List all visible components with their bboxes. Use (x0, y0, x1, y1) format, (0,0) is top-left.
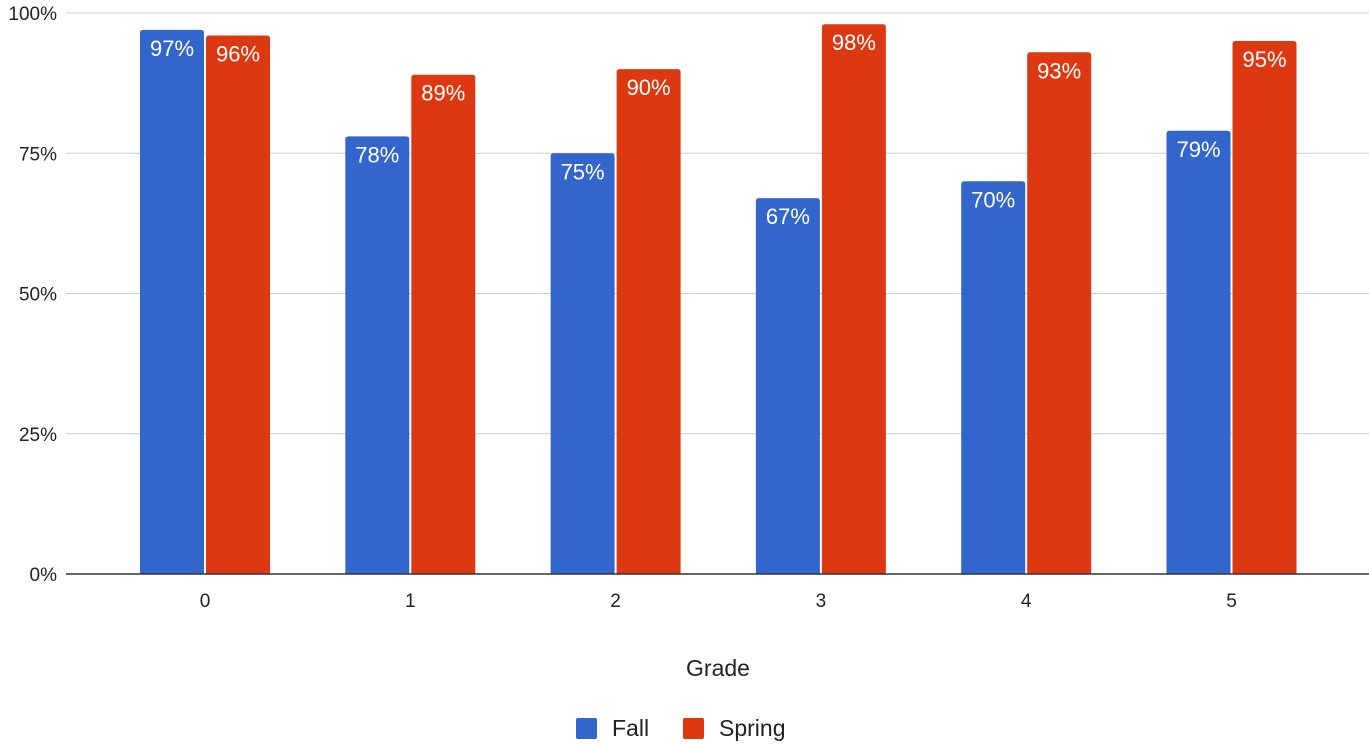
bar-spring-1 (411, 74, 476, 575)
x-tick-label: 0 (200, 591, 211, 612)
bar-spring-5 (1232, 41, 1297, 575)
bar-fall-1 (345, 136, 410, 575)
bar-fall-5 (1166, 130, 1231, 574)
legend-label-fall: Fall (612, 715, 649, 741)
data-label-fall-3: 67% (766, 204, 810, 229)
y-tick-label: 0% (30, 565, 58, 586)
bar-spring-0 (206, 35, 270, 574)
x-tick-label: 3 (816, 591, 827, 612)
bar-spring-4 (1027, 52, 1092, 574)
bar-fall-4 (961, 181, 1026, 575)
data-label-fall-4: 70% (971, 187, 1015, 212)
y-tick-label: 75% (19, 144, 57, 165)
y-tick-label: 50% (19, 285, 57, 306)
x-tick-label: 2 (610, 591, 621, 612)
y-tick-label: 25% (19, 425, 57, 446)
bar-spring-2 (616, 69, 681, 574)
x-axis-ticks: 0 1 2 3 4 5 (200, 591, 1237, 612)
data-label-spring-0: 96% (216, 41, 260, 66)
data-label-spring-1: 89% (421, 81, 465, 106)
bar-fall-2 (550, 153, 615, 574)
data-label-spring-3: 98% (832, 30, 876, 55)
bar-fall-0 (140, 29, 204, 574)
bar-fall-3 (755, 198, 820, 574)
data-label-fall-2: 75% (561, 159, 605, 184)
legend: Fall Spring (576, 715, 785, 741)
x-tick-label: 4 (1021, 591, 1032, 612)
y-axis-ticks: 0% 25% 50% 75% 100% (8, 4, 57, 586)
legend-swatch-spring (683, 718, 704, 739)
data-label-spring-5: 95% (1242, 47, 1286, 72)
legend-label-spring: Spring (719, 715, 785, 741)
data-labels: 97% 96% 78% 89% 75% 90% 67% 98% 70% 93% 79% 95% (150, 30, 1287, 229)
data-label-fall-5: 79% (1176, 137, 1220, 162)
data-label-fall-0: 97% (150, 36, 194, 61)
data-label-spring-4: 93% (1037, 58, 1081, 83)
x-tick-label: 1 (405, 591, 416, 612)
gridlines (66, 12, 1369, 435)
y-tick-label: 100% (8, 4, 57, 25)
data-label-fall-1: 78% (355, 142, 399, 167)
data-label-spring-2: 90% (627, 75, 671, 100)
legend-swatch-fall (576, 718, 597, 739)
bars (140, 24, 1297, 575)
x-axis-title: Grade (686, 655, 750, 681)
x-tick-label: 5 (1226, 591, 1237, 612)
bar-spring-3 (821, 24, 886, 575)
